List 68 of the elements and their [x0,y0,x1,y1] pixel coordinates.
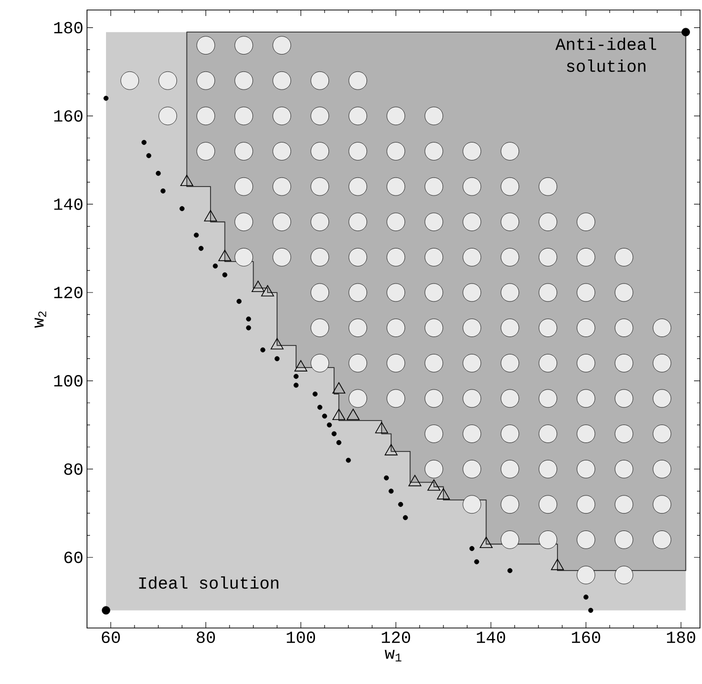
point [346,458,351,463]
point [204,210,218,222]
point [198,246,204,251]
point [550,558,564,570]
point [146,153,152,158]
x-axis-title: w$_{1}$ [384,650,402,662]
point [427,479,440,491]
y-tick-label: 180 [54,22,82,34]
point [246,325,252,330]
point [294,374,299,379]
point [312,392,318,397]
point [246,316,252,322]
x-tick-label: 100 [286,632,316,644]
x-tick-label: 160 [572,632,600,644]
x-tick-label: 180 [666,632,696,644]
point [218,250,232,262]
point [507,568,512,574]
point [469,546,474,552]
point [270,338,284,350]
x-tick-label: 120 [382,632,410,644]
point [332,382,346,394]
point [375,422,388,434]
point [583,594,588,600]
point [436,488,450,500]
annotation: Anti-ideal solution [555,38,656,72]
point [294,360,308,372]
point [480,536,493,548]
point [212,264,218,269]
point [194,232,199,238]
point [104,96,109,101]
point [160,188,166,194]
point [398,502,404,507]
point [384,475,389,480]
annotation: Ideal solution [139,576,278,589]
point [180,174,194,186]
y-tick-label: 120 [54,286,82,298]
point [384,444,398,456]
point [261,285,274,296]
y-tick-label: 140 [54,198,82,210]
point [326,422,332,428]
y-tick-label: 100 [54,375,82,387]
point [236,298,242,304]
point [388,488,394,494]
point [156,170,161,176]
point [588,608,594,613]
point [322,414,328,419]
point [317,404,322,410]
point [408,474,422,486]
point [142,140,147,145]
y-tick-label: 60 [64,552,82,564]
point [260,347,266,352]
point [180,206,185,212]
point [252,280,265,292]
point [474,559,480,564]
point [332,408,346,420]
x-tick-label: 80 [196,632,215,644]
point [346,408,360,420]
y-tick-label: 80 [64,463,82,475]
point [274,356,280,362]
point [222,272,228,278]
x-tick-label: 60 [102,632,120,644]
x-tick-label: 140 [476,632,506,644]
y-axis-title: w$_{2}$ [34,311,46,328]
point [402,515,408,520]
point [332,431,337,436]
point [294,382,299,388]
point [336,440,342,446]
y-tick-label: 160 [54,110,82,122]
